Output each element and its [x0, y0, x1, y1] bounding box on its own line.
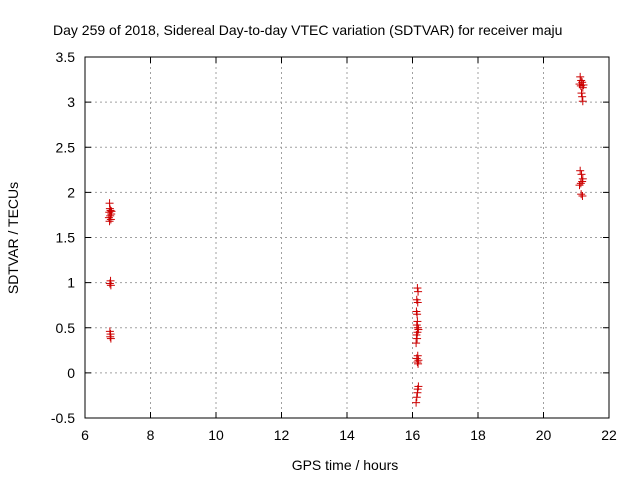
data-point [106, 334, 115, 343]
data-point [578, 191, 587, 200]
data-point [576, 81, 585, 90]
data-point [413, 284, 422, 293]
x-tick-label: 20 [536, 427, 552, 443]
data-point [413, 310, 422, 319]
x-tick-label: 22 [601, 427, 617, 443]
y-tick-label: 3 [67, 94, 75, 110]
y-axis-label: SDTVAR / TECUs [5, 182, 21, 294]
data-point [577, 170, 586, 179]
data-point [106, 211, 115, 220]
x-tick-label: 16 [405, 427, 421, 443]
data-point [575, 80, 584, 89]
y-tick-label: 1 [67, 275, 75, 291]
data-point [578, 97, 587, 106]
data-point [412, 398, 421, 407]
x-tick-label: 6 [81, 427, 89, 443]
data-point [105, 279, 114, 288]
y-tick-label: 2.5 [56, 139, 76, 155]
data-point [104, 213, 113, 222]
data-point [412, 354, 421, 363]
data-point [575, 181, 584, 190]
data-points [104, 72, 588, 407]
data-point [107, 207, 116, 216]
data-point [577, 89, 586, 98]
x-tick-label: 10 [208, 427, 224, 443]
data-point [413, 298, 422, 307]
y-tick-label: 1.5 [56, 230, 76, 246]
data-point [412, 339, 421, 348]
x-axis-label: GPS time / hours [292, 457, 399, 473]
data-point [105, 217, 114, 226]
data-point [106, 281, 115, 290]
data-point [578, 92, 587, 101]
data-point [106, 215, 115, 224]
data-point [576, 166, 585, 175]
x-tick-label: 18 [470, 427, 486, 443]
x-tick-labels: 6 8 10 12 14 16 18 20 22 [81, 427, 617, 443]
data-point [576, 179, 585, 188]
data-point [577, 190, 586, 199]
data-point [578, 83, 587, 92]
data-point [412, 330, 421, 339]
grid [85, 57, 609, 418]
data-point [412, 393, 421, 402]
y-tick-label: 0.5 [56, 320, 76, 336]
y-tick-label: 3.5 [56, 49, 76, 65]
data-point [414, 359, 423, 368]
data-point [413, 358, 422, 367]
data-point [413, 388, 422, 397]
data-point [414, 287, 423, 296]
y-tick-label: -0.5 [51, 410, 75, 426]
x-tick-label: 8 [147, 427, 155, 443]
data-point [576, 72, 585, 81]
x-tick-label: 12 [274, 427, 290, 443]
axis-ticks [84, 56, 610, 419]
chart-title: Day 259 of 2018, Sidereal Day-to-day VTE… [53, 22, 562, 38]
y-tick-labels: -0.5 0 0.5 1 1.5 2 2.5 3 3.5 [51, 49, 75, 426]
data-point [413, 334, 422, 343]
x-tick-label: 14 [339, 427, 355, 443]
data-point [106, 332, 115, 341]
y-tick-label: 2 [67, 184, 75, 200]
y-tick-label: 0 [67, 365, 75, 381]
